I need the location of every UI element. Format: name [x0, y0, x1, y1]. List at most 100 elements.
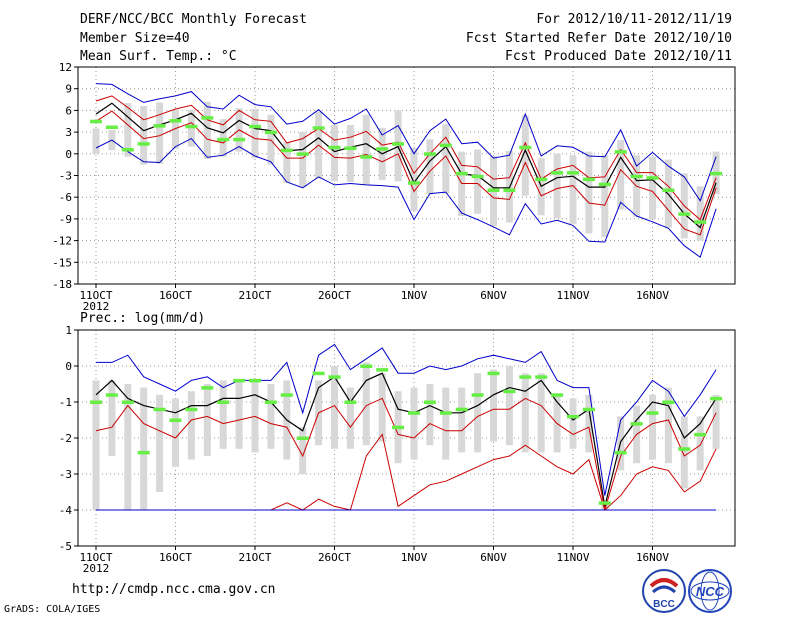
spread-box — [362, 114, 370, 185]
member-marker — [582, 407, 595, 412]
y-tick-label: -3 — [59, 170, 72, 183]
spread-box — [664, 387, 672, 464]
temperature-panel: 12 9 6 3 0 -3 -6 -9 -12 -15 -18 11OCT 16OCT 21OCT 26OC… — [52, 61, 736, 313]
member-marker — [217, 400, 230, 404]
member-marker — [169, 418, 182, 422]
ncc-logo-text: NCC — [696, 584, 725, 599]
spread-box — [346, 124, 354, 183]
forecast-start-date-label: Fcst Started Refer Date 2012/10/10 — [465, 31, 732, 46]
member-marker — [121, 400, 134, 404]
member-marker — [105, 393, 118, 397]
spread-box — [696, 186, 704, 241]
spread-box — [474, 149, 482, 214]
member-marker — [328, 145, 341, 150]
y-tick-label: -12 — [52, 235, 72, 248]
member-size-label: Member Size=40 — [80, 31, 190, 46]
member-marker — [710, 396, 723, 401]
spread-box — [680, 416, 688, 489]
member-marker — [487, 371, 500, 376]
spread-box — [569, 155, 577, 224]
member-marker — [280, 393, 293, 397]
x-tick-label: 1NOV — [401, 551, 428, 564]
x-tick-label: 21OCT — [238, 551, 271, 564]
member-marker — [694, 432, 707, 437]
spread-box — [394, 110, 402, 182]
spread-box — [569, 398, 577, 449]
member-marker — [408, 411, 420, 415]
spread-box — [156, 102, 164, 164]
spread-box — [299, 427, 307, 474]
x-tick-label: 16NOV — [636, 289, 669, 302]
member-marker — [439, 411, 452, 415]
spread-box — [331, 124, 338, 182]
member-marker — [264, 130, 277, 135]
member-marker — [185, 407, 198, 412]
member-marker — [90, 119, 102, 124]
member-marker — [280, 148, 293, 153]
y-tick-label: 0 — [65, 148, 72, 161]
series-line-min — [95, 137, 717, 259]
chart-title: DERF/NCC/BCC Monthly Forecast — [80, 12, 307, 27]
y-tick-label: -9 — [59, 213, 72, 226]
spread-box — [331, 366, 338, 449]
member-marker — [137, 450, 150, 455]
spread-box — [649, 156, 656, 219]
member-marker — [646, 176, 659, 180]
member-marker — [598, 501, 611, 505]
member-marker — [201, 386, 214, 390]
member-marker — [551, 393, 564, 397]
series-line-max — [96, 343, 717, 496]
member-marker — [169, 119, 182, 123]
member-marker — [360, 364, 373, 368]
spread-box — [108, 380, 116, 456]
member-marker — [630, 174, 643, 179]
spread-box — [124, 384, 132, 510]
member-marker — [121, 147, 134, 152]
spread-box — [219, 380, 227, 449]
x-tick-label: 1NOV — [401, 289, 428, 302]
member-marker — [360, 155, 373, 159]
spread-box — [521, 373, 529, 453]
spread-box — [490, 369, 497, 442]
x-tick-label: 11OCT — [79, 551, 112, 564]
x-tick-label: 21OCT — [238, 289, 271, 302]
spread-box — [92, 128, 100, 154]
member-marker — [582, 177, 595, 182]
spread-box — [696, 416, 704, 471]
spread-box — [410, 148, 418, 211]
forecast-produced-date-label: Fcst Produced Date 2012/10/11 — [505, 49, 732, 64]
y-tick-label: -18 — [52, 278, 72, 291]
member-marker — [551, 171, 564, 175]
source-url[interactable]: http://cmdp.ncc.cma.gov.cn — [72, 582, 276, 597]
member-marker — [423, 152, 436, 156]
member-marker — [217, 137, 230, 142]
bcc-logo-icon: BCC — [642, 569, 686, 613]
member-marker — [519, 375, 532, 379]
spread-box — [505, 366, 513, 446]
spread-box — [378, 373, 386, 442]
y-tick-label: 9 — [65, 83, 72, 96]
spread-box — [426, 384, 434, 446]
spread-box — [410, 387, 418, 460]
member-marker — [567, 414, 579, 419]
member-marker — [312, 371, 325, 376]
x-year-label: 2012 — [83, 300, 110, 313]
member-marker — [487, 188, 500, 192]
spread-box — [474, 373, 482, 453]
spread-box — [283, 142, 291, 183]
member-marker — [678, 212, 691, 216]
series-line-upper — [95, 397, 717, 511]
spread-box — [585, 394, 593, 453]
y-tick-label: 0 — [65, 360, 72, 373]
y-tick-label: -3 — [59, 468, 72, 481]
x-tick-label: 16OCT — [159, 551, 192, 564]
member-marker — [614, 450, 627, 455]
member-marker — [662, 400, 675, 404]
spread-box — [172, 398, 179, 467]
spread-box — [203, 384, 211, 456]
x-tick-label: 16NOV — [636, 551, 669, 564]
member-marker — [662, 188, 675, 192]
spread-box — [617, 140, 625, 210]
series-line-upper — [95, 95, 717, 221]
